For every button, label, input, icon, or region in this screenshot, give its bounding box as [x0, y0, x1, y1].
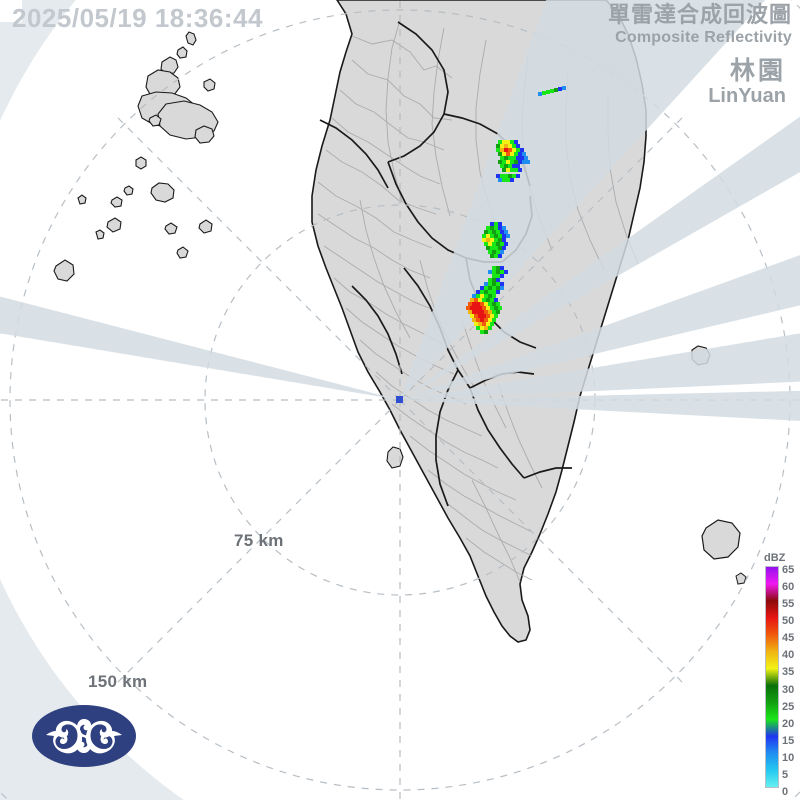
colorbar-tick-65: 65: [782, 564, 795, 576]
radial-ne: [399, 116, 684, 401]
blockage-n-2: [400, 0, 800, 400]
colorbar-tick-30: 30: [782, 683, 795, 696]
colorbar-tick-15: 15: [782, 734, 795, 747]
station-name-block: 林園 LinYuan: [708, 56, 786, 107]
colorbar-ticks: 65 60 55 50 45 40 35 30 25 20 15 10 5 0: [781, 560, 800, 798]
colorbar-tick-25: 25: [782, 700, 795, 713]
colorbar-title: dBZ: [764, 552, 786, 564]
range-ring-label-75km: 75 km: [234, 531, 284, 550]
echo-cell-main: [466, 266, 508, 334]
blockage-w-1: [0, 250, 400, 400]
colorbar-tick-60: 60: [782, 581, 795, 594]
colorbar-tick-0: 0: [782, 786, 789, 798]
colorbar-tick-45: 45: [782, 632, 795, 645]
echo-cells: [466, 86, 566, 334]
cwa-logo: [32, 705, 136, 767]
colorbar-tick-50: 50: [782, 615, 795, 628]
logo-wind-swirl: [46, 719, 122, 754]
colorbar-tick-20: 20: [782, 717, 795, 730]
station-name-zh: 林園: [729, 56, 786, 85]
blockage-e-1: [400, 386, 800, 432]
corner-notch-topleft: [0, 0, 22, 22]
colorbar-gradient: [765, 566, 779, 788]
colorbar-tick-40: 40: [782, 649, 795, 662]
xiaoliuqiu-island: [386, 446, 404, 469]
blockage-ne-1: [400, 190, 800, 400]
product-title-zh: 單雷達合成回波圖: [607, 3, 792, 28]
colorbar-tick-5: 5: [782, 768, 789, 781]
lanyu-island: [701, 519, 741, 560]
radar-station-marker: [396, 396, 403, 403]
timestamp-label: 2025/05/19 18:36:44: [12, 3, 263, 33]
penghu-islands: [53, 31, 219, 282]
range-ring-label-150km: 150 km: [88, 672, 148, 691]
blockage-n-1: [400, 0, 700, 400]
colorbar-tick-55: 55: [782, 598, 795, 611]
blockage-ne-2: [400, 300, 800, 400]
product-title-en: Composite Reflectivity: [615, 29, 792, 46]
radial-se: [399, 399, 684, 684]
blockage-ne-3: [400, 60, 800, 400]
dbz-colorbar: dBZ 65 60 55 50 45 40 35 30 25 20 15 10 5 0: [762, 552, 800, 798]
product-title-block: 單雷達合成回波圖 Composite Reflectivity: [608, 4, 792, 47]
echo-cell-north-streak: [538, 86, 566, 96]
small-islet-se: [735, 572, 747, 585]
echo-cell-central: [482, 222, 510, 258]
colorbar-tick-10: 10: [782, 751, 795, 764]
beam-blockage-sectors: [0, 0, 800, 432]
station-name-en: LinYuan: [708, 85, 786, 107]
radial-nw: [116, 116, 401, 401]
colorbar-tick-35: 35: [782, 666, 795, 679]
radial-sw: [116, 399, 401, 684]
echo-cell-nantou: [496, 140, 530, 182]
